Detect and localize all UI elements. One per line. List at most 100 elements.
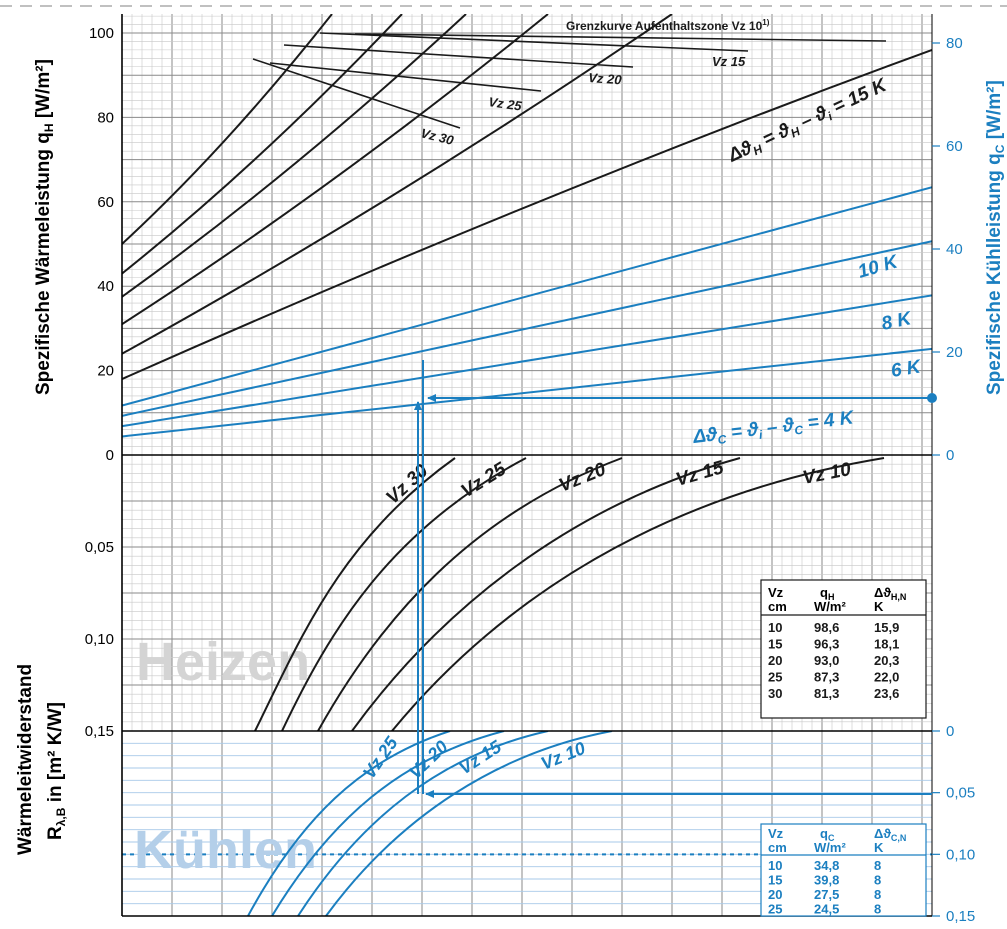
dt-cool-4k-label: ΔϑC = ϑi – ϑC = 4 K bbox=[691, 407, 856, 450]
heating-table: Vz qH ΔϑH,N cm W/m² K 10 98,6 15,9 15 96,3 18… bbox=[760, 579, 927, 719]
cool-table-cell-3-1: 24,5 bbox=[814, 902, 839, 917]
left-tick-100: 100 bbox=[89, 25, 114, 42]
heat-table-cell-0-2: 15,9 bbox=[874, 620, 899, 635]
cool-table-h2-unit: W/m² bbox=[814, 840, 846, 855]
cool-table-h1-vz: Vz bbox=[768, 826, 784, 841]
heat-res-curve-0 bbox=[254, 457, 456, 731]
heat-table-cell-3-2: 22,0 bbox=[874, 670, 899, 685]
right-res-tick-0,05: 0,05 bbox=[946, 785, 975, 802]
left-tick-80: 80 bbox=[97, 109, 114, 126]
heating-dt-lines bbox=[122, 14, 932, 380]
limit-vz20-label: Vz 20 bbox=[588, 70, 623, 87]
cool-table-cell-3-2: 8 bbox=[874, 902, 881, 917]
heat-res-vz15-label: Vz 15 bbox=[674, 457, 727, 491]
left-tick-40: 40 bbox=[97, 278, 114, 295]
dt-cool-8k-label: 8 K bbox=[880, 308, 915, 335]
heat-dt-15k-line bbox=[122, 48, 932, 380]
example-path bbox=[414, 360, 937, 798]
heat-table-cell-1-2: 18,1 bbox=[874, 637, 899, 652]
heat-res-curve-4 bbox=[391, 457, 885, 731]
left-tick-60: 60 bbox=[97, 194, 114, 211]
limit-vz25-label: Vz 25 bbox=[488, 94, 524, 114]
limit-vz20-line bbox=[283, 44, 634, 68]
right-res-tick-0,15: 0,15 bbox=[946, 908, 975, 925]
cooling-dt-lines bbox=[122, 186, 932, 438]
heat-table-cell-2-2: 20,3 bbox=[874, 653, 899, 668]
cool-table-cell-1-0: 15 bbox=[768, 873, 782, 888]
left-tick-0: 0 bbox=[106, 447, 114, 464]
dt-heat-15k-label: ΔϑH = ϑH – ϑi = 15 K bbox=[724, 74, 891, 168]
left-tick-20: 20 bbox=[97, 363, 114, 380]
left-axis-title: Spezifische Wärmeleistung qH [W/m²] bbox=[33, 59, 56, 395]
limit-vz30-line bbox=[252, 58, 461, 129]
cool-res-curve-1 bbox=[271, 731, 505, 916]
limit-vz15-label: Vz 15 bbox=[712, 54, 746, 69]
left-axis-ticks: 0 20 40 60 80 100 0,05 0,10 0,15 bbox=[85, 25, 114, 740]
right-res-tick-0,10: 0,10 bbox=[946, 846, 975, 863]
heat-table-cell-4-2: 23,6 bbox=[874, 686, 899, 701]
cool-table-h1-q: qC bbox=[820, 826, 835, 843]
heat-res-vz10-label: Vz 10 bbox=[801, 459, 853, 489]
cool-dt-line-3 bbox=[122, 186, 932, 407]
right-tick-60: 60 bbox=[946, 138, 963, 155]
heating-resistance-curves bbox=[254, 457, 885, 731]
heat-res-curve-1 bbox=[281, 457, 527, 731]
cool-table-cell-1-2: 8 bbox=[874, 873, 881, 888]
heat-res-vz25-label: Vz 25 bbox=[458, 458, 511, 502]
cool-res-curve-2 bbox=[297, 731, 549, 916]
right-res-tick-0: 0 bbox=[946, 723, 954, 740]
right-tick-80: 80 bbox=[946, 35, 963, 52]
kuehlen-label: Kühlen bbox=[134, 820, 317, 880]
cool-table-cell-3-0: 25 bbox=[768, 902, 782, 917]
heat-table-cell-2-1: 93,0 bbox=[814, 653, 839, 668]
right-tick-20: 20 bbox=[946, 344, 963, 361]
cool-table-cell-2-2: 8 bbox=[874, 887, 881, 902]
cooling-table: Vz qC ΔϑC,N cm W/m² K 10 34,8 8 15 39,8 8 20 27… bbox=[760, 823, 927, 917]
cool-res-vz25-label: Vz 25 bbox=[359, 732, 402, 782]
heat-table-h2-k: K bbox=[874, 599, 884, 614]
left-res-tick-0,05: 0,05 bbox=[85, 539, 114, 556]
cool-res-vz15-label: Vz 15 bbox=[455, 736, 505, 778]
heat-table-cell-3-1: 87,3 bbox=[814, 670, 839, 685]
grid-heating-power bbox=[122, 14, 932, 455]
right-tick-40: 40 bbox=[946, 241, 963, 258]
cool-dt-line-1 bbox=[122, 294, 932, 428]
heat-table-h1-vz: Vz bbox=[768, 585, 784, 600]
heizen-label: Heizen bbox=[136, 632, 310, 692]
heat-table-cell-3-0: 25 bbox=[768, 670, 782, 685]
cool-table-cell-0-0: 10 bbox=[768, 858, 782, 873]
heat-table-h2-cm: cm bbox=[768, 599, 787, 614]
limit-vz25-line bbox=[269, 62, 542, 92]
cool-dt-line-2 bbox=[122, 240, 932, 417]
cool-table-h1-dt: ΔϑC,N bbox=[874, 826, 906, 843]
bottom-axis-title-line1: Wärmeleitwiderstand bbox=[15, 664, 36, 855]
cool-table-cell-2-1: 27,5 bbox=[814, 887, 839, 902]
cool-table-cell-1-1: 39,8 bbox=[814, 873, 839, 888]
cool-table-cell-0-2: 8 bbox=[874, 858, 881, 873]
cool-table-cell-0-1: 34,8 bbox=[814, 858, 839, 873]
heat-table-cell-0-0: 10 bbox=[768, 620, 782, 635]
heat-table-h1-dt: ΔϑH,N bbox=[874, 585, 906, 602]
heat-table-cell-1-1: 96,3 bbox=[814, 637, 839, 652]
left-res-tick-0,15: 0,15 bbox=[85, 723, 114, 740]
heat-dt-line-5 bbox=[122, 14, 333, 245]
heat-table-cell-1-0: 15 bbox=[768, 637, 782, 652]
heat-dt-line-1 bbox=[122, 14, 673, 355]
heat-dt-line-3 bbox=[122, 14, 467, 298]
heat-table-cell-2-0: 20 bbox=[768, 653, 782, 668]
bottom-axis-title-line2: Rλ,B in [m² K/W] bbox=[45, 702, 68, 840]
limit-vz30-label: Vz 30 bbox=[419, 125, 456, 148]
heat-table-h1-q: qH bbox=[820, 585, 834, 602]
cool-table-h2-k: K bbox=[874, 840, 884, 855]
limit-vz15-line bbox=[319, 32, 749, 52]
cool-table-cell-2-0: 20 bbox=[768, 887, 782, 902]
cool-table-h2-cm: cm bbox=[768, 840, 787, 855]
dt-cool-6k-label: 6 K bbox=[889, 356, 923, 382]
right-tick-0: 0 bbox=[946, 447, 954, 464]
left-res-tick-0,10: 0,10 bbox=[85, 631, 114, 648]
right-axis-ticks: 0 20 40 60 80 0 0,05 0,10 0,15 bbox=[932, 35, 975, 925]
heat-res-curve-3 bbox=[351, 457, 741, 731]
example-start-dot bbox=[927, 393, 937, 403]
